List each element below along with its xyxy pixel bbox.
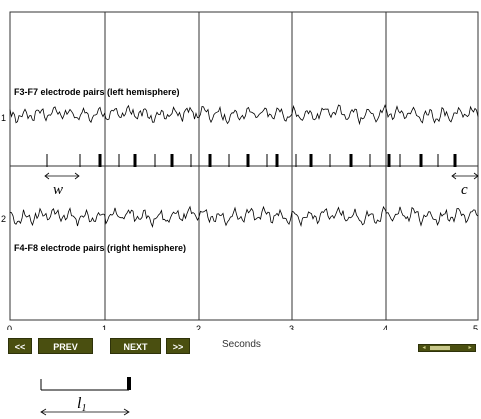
event-tick xyxy=(190,154,192,167)
event-tick xyxy=(118,154,120,167)
x-tick-1: 1 xyxy=(102,324,107,330)
event-tick xyxy=(437,154,439,167)
event-tick xyxy=(208,154,212,167)
eeg-waveform-channel-2 xyxy=(9,205,479,228)
event-marker-row xyxy=(46,154,457,167)
event-tick xyxy=(399,154,401,167)
event-tick xyxy=(228,154,230,167)
timeline-scrollbar[interactable]: ◂ ▸ xyxy=(418,344,476,352)
eeg-trace-panel: F3-F7 electrode pairs (left hemisphere) … xyxy=(1,11,479,330)
event-tick xyxy=(246,154,250,167)
x-tick-0: 0 xyxy=(7,324,12,330)
event-tick xyxy=(453,154,457,167)
event-tick xyxy=(419,154,423,167)
x-tick-4: 4 xyxy=(383,324,388,330)
trace-1-title: F3-F7 electrode pairs (left hemisphere) xyxy=(14,87,180,97)
event-tick xyxy=(275,154,279,167)
prev-button[interactable]: PREV xyxy=(38,338,93,354)
window-label-w: w xyxy=(53,182,63,198)
x-axis-label: Seconds xyxy=(222,339,261,350)
event-tick xyxy=(309,154,313,167)
trace-1-number: 1 xyxy=(1,113,6,123)
scroll-left-icon[interactable]: ◂ xyxy=(422,345,426,351)
event-tick xyxy=(79,154,81,167)
x-tick-3: 3 xyxy=(289,324,294,330)
event-tick xyxy=(98,154,102,167)
first-page-button[interactable]: << xyxy=(8,338,32,354)
window-length-w-marker: w xyxy=(44,172,80,198)
event-tick xyxy=(266,154,268,167)
next-button[interactable]: NEXT xyxy=(110,338,161,354)
event-tick xyxy=(170,154,174,167)
window-label-c: c xyxy=(461,182,468,198)
x-tick-5: 5 xyxy=(473,324,478,330)
interval-l1-annotation: l1 xyxy=(40,377,131,416)
trace-2-title: F4-F8 electrode pairs (right hemisphere) xyxy=(14,243,186,253)
event-tick xyxy=(349,154,353,167)
eeg-waveform-channel-1 xyxy=(9,104,479,126)
event-tick xyxy=(154,154,156,167)
x-tick-2: 2 xyxy=(196,324,201,330)
interval-label-l: l1 xyxy=(77,395,86,414)
scroll-right-icon[interactable]: ▸ xyxy=(468,345,472,351)
last-page-button[interactable]: >> xyxy=(166,338,190,354)
window-length-c-marker: c xyxy=(451,172,479,198)
event-tick xyxy=(133,154,137,167)
event-tick xyxy=(329,154,331,167)
event-tick xyxy=(369,154,371,167)
event-tick xyxy=(46,154,48,167)
event-tick xyxy=(295,154,297,167)
event-tick xyxy=(387,154,391,167)
trace-2-number: 2 xyxy=(1,214,6,224)
scrollbar-thumb[interactable] xyxy=(430,346,450,350)
